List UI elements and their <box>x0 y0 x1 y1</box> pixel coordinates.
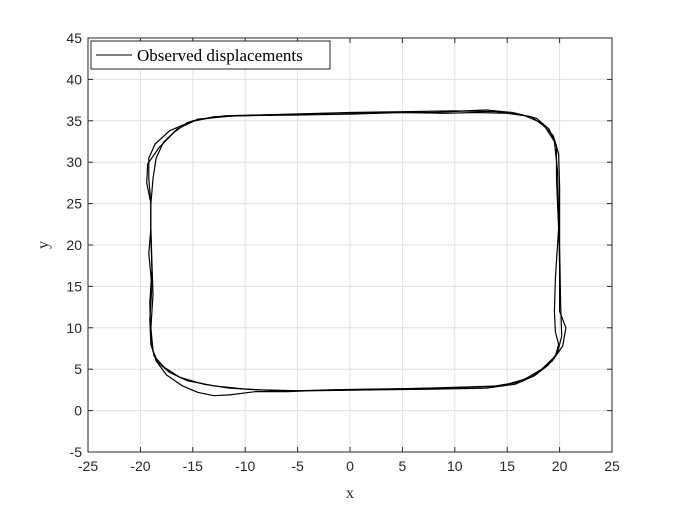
legend: Observed displacements <box>90 40 331 70</box>
x-tick-label: 0 <box>346 458 354 474</box>
series-lines <box>146 109 567 397</box>
x-tick-label: -15 <box>183 458 203 474</box>
y-tick-label: 40 <box>66 71 82 87</box>
y-axis-label: y <box>35 241 52 249</box>
series-line <box>148 111 567 397</box>
y-tick-label: 10 <box>66 320 82 336</box>
y-tick-label: -5 <box>70 444 83 460</box>
y-tick-label: 20 <box>66 237 82 253</box>
y-tick-label: 45 <box>66 30 82 46</box>
x-tick-label: -10 <box>235 458 255 474</box>
y-tick-label: 25 <box>66 196 82 212</box>
y-tick-label: 15 <box>66 278 82 294</box>
x-tick-label: -5 <box>291 458 304 474</box>
x-tick-label: -25 <box>78 458 98 474</box>
y-tick-label: 35 <box>66 113 82 129</box>
x-tick-label: 15 <box>499 458 515 474</box>
y-tick-label: 5 <box>74 361 82 377</box>
x-tick-label: 20 <box>552 458 568 474</box>
x-tick-label: -20 <box>130 458 150 474</box>
x-tick-label: 25 <box>604 458 620 474</box>
x-tick-label: 10 <box>447 458 463 474</box>
legend-label: Observed displacements <box>137 46 303 65</box>
x-axis-label: x <box>346 485 354 502</box>
series-line <box>146 109 560 392</box>
ticks: -25 -20 -15 -10 -5 0 5 10 15 20 25 -5 0 5 10 15 20 25 30 35… <box>66 30 620 474</box>
y-tick-label: 30 <box>66 154 82 170</box>
y-tick-label: 0 <box>74 403 82 419</box>
x-tick-label: 5 <box>399 458 407 474</box>
